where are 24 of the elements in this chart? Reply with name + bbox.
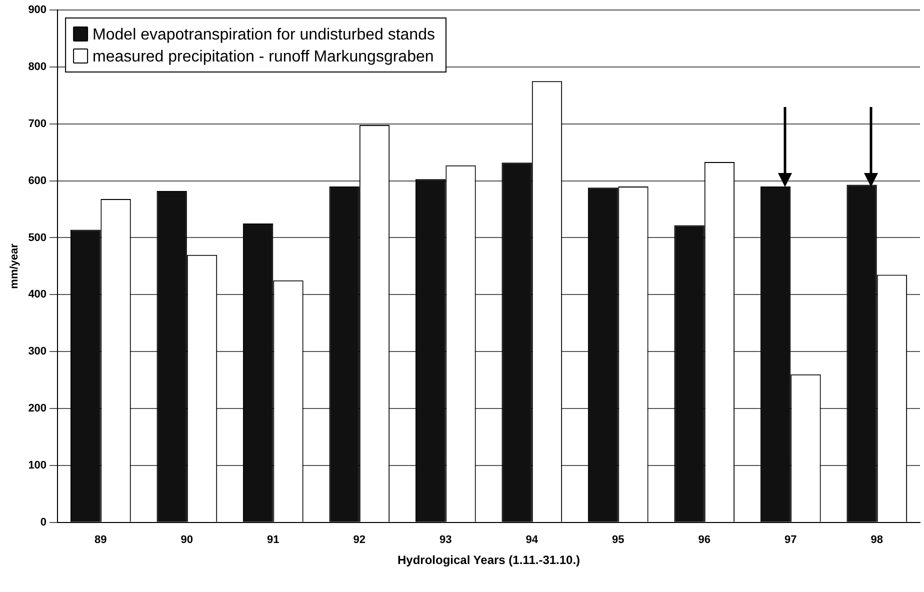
y-tick-label: 400 [28,288,47,301]
x-tick-label: 97 [784,534,797,546]
y-tick-label: 300 [28,346,47,358]
y-tick-label: 600 [28,174,47,187]
y-tick-label: 200 [28,402,47,415]
x-tick-label: 92 [353,534,366,546]
y-tick-label: 500 [28,232,47,244]
y-tick-label: 900 [28,4,47,16]
text: measured precipitation - runoff Markungsgraben [92,48,434,66]
x-tick-label: 95 [612,534,624,546]
x-axis-title: Hydrological Years (1.11.-31.10.) [398,553,580,568]
y-tick-label: 700 [28,118,47,130]
x-tick-label: 90 [180,534,194,546]
x-tick-label: 93 [440,534,452,546]
y-tick-label: 0 [40,516,47,528]
y-tick-label: 100 [28,460,47,472]
x-tick-label: 89 [94,534,107,546]
y-axis-title: mm/year [8,242,21,289]
x-tick-label: 91 [267,534,280,546]
x-tick-label: 98 [870,534,884,546]
x-tick-label: 94 [526,534,539,546]
x-tick-label: 96 [698,534,711,546]
legend-label: Model evapotranspiration for undisturbed stands [92,26,435,44]
y-tick-label: 800 [28,60,47,73]
